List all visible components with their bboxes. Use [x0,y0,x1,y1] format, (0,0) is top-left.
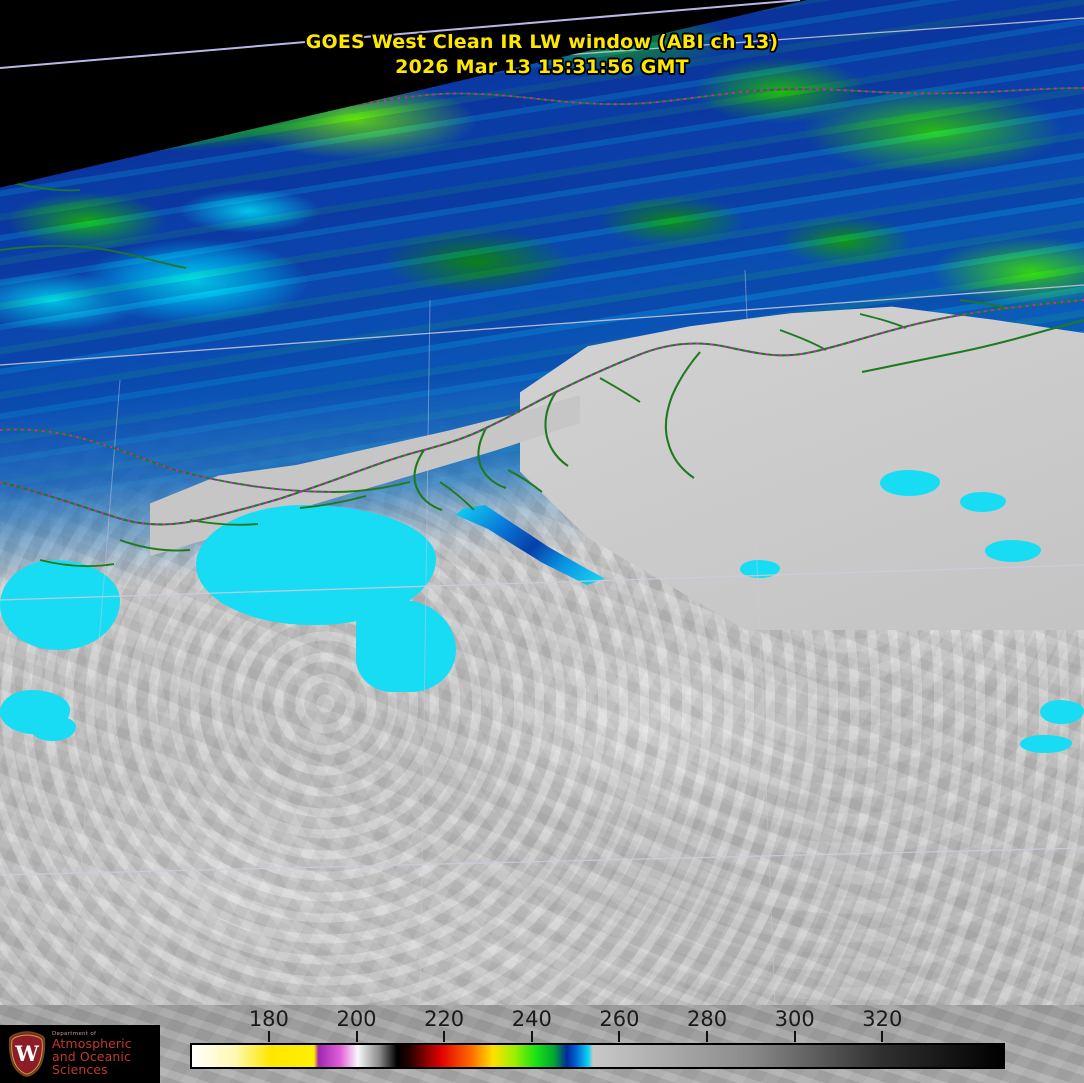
logo-dept-line: Department of [52,1030,97,1037]
cold-cloud-patch [380,675,404,689]
colorbar-tick-marks [0,1031,1084,1043]
colorbar-tick-300 [793,1031,796,1042]
colorbar-tick-280 [706,1031,709,1042]
coastline-alaska [0,298,1084,526]
colorbar-label-180: 180 [248,1007,289,1031]
uw-aos-logo: W Department of Atmospheric and Oceanic … [0,1025,160,1083]
uw-aos-logo-text: Department of Atmospheric and Oceanic Sc… [52,1030,160,1077]
logo-name-line-2: and Oceanic Sciences [52,1048,131,1077]
colorbar-label-300: 300 [774,1007,815,1031]
political-borders [0,87,1084,526]
cold-cloud-patch [1040,700,1084,724]
colorbar-gradient [192,1045,1003,1067]
longitude-gridlines [69,269,776,1005]
cold-cloud-patch [985,540,1041,562]
colorbar-tick-labels: 180 200 220 240 260 280 300 320 [0,1007,1084,1033]
cold-cloud-patch [0,560,120,650]
colorbar-label-220: 220 [424,1007,465,1031]
colorbar-label-260: 260 [599,1007,640,1031]
cold-cloud-patch [960,492,1006,512]
map-vector-overlay [0,17,1084,1005]
uw-crest-icon: W [7,1031,47,1077]
colorbar-tick-320 [881,1031,884,1042]
colorbar-label-280: 280 [686,1007,728,1031]
cold-cloud-patch [740,560,780,578]
satellite-image: GOES West Clean IR LW window (ABI ch 13)… [0,0,1084,1005]
temperature-colorbar[interactable] [190,1043,1005,1069]
colorbar-tick-180 [267,1031,270,1042]
cold-cloud-patch [356,600,456,692]
colorbar-label-200: 200 [336,1007,377,1031]
svg-text:W: W [14,1041,39,1066]
colorbar-tick-260 [618,1031,621,1042]
colorbar-label-240: 240 [511,1007,552,1031]
colorbar-tick-220 [443,1031,446,1042]
colorbar-tick-200 [355,1031,358,1042]
logo-name-line-1: Atmospheric [52,1036,132,1052]
cold-cloud-patch [30,715,76,741]
colorbar-label-320: 320 [862,1007,903,1031]
cold-cloud-patch [1020,735,1072,753]
cold-cloud-patch [880,470,940,496]
colorbar-tick-240 [530,1031,533,1042]
